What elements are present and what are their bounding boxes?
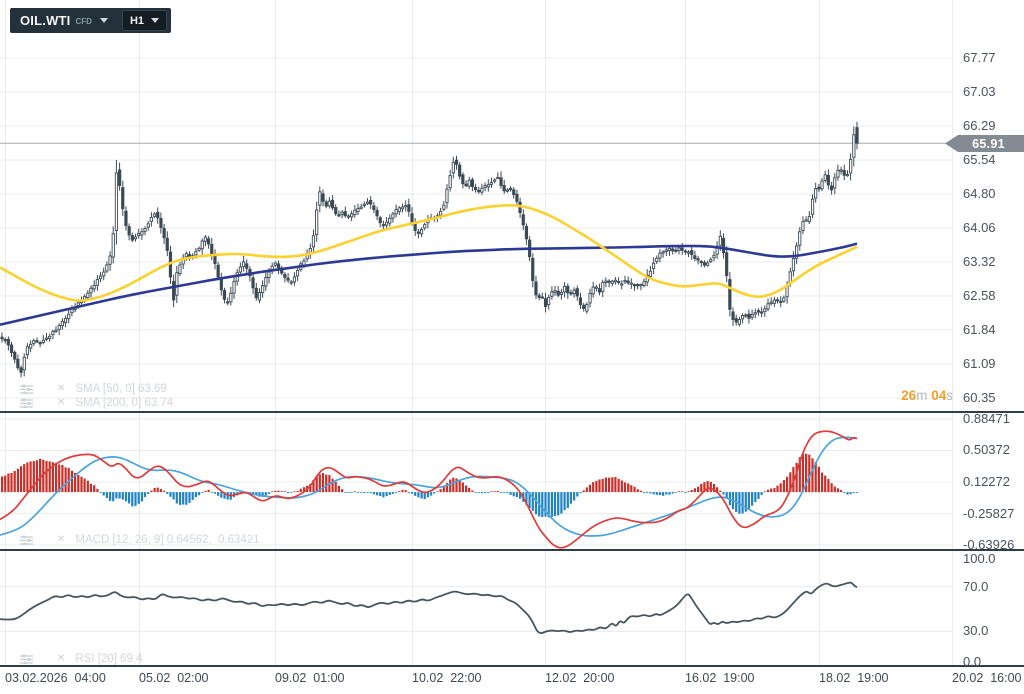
- price-tick-label: 64.06: [963, 220, 996, 235]
- indicator-settings-icon[interactable]: [20, 654, 33, 664]
- macd-tick-label: 0.88471: [963, 411, 1010, 426]
- rsi-line: [0, 581, 858, 634]
- chevron-down-icon: [99, 18, 108, 23]
- instrument-type-label: CFD: [75, 17, 92, 26]
- legend-rsi: ✕ RSI [20] 69.4: [20, 652, 143, 666]
- time-axis[interactable]: 03.02.2026 04:00 05.02 02:00 09.02 01:00 10…: [0, 671, 1024, 691]
- indicator-close-icon[interactable]: ✕: [57, 534, 66, 545]
- time-axis-label: 10.02 22:00: [412, 671, 482, 685]
- instrument-selector[interactable]: OIL.WTI CFD H1: [10, 8, 172, 33]
- countdown-seconds: 04: [931, 388, 947, 403]
- candle-countdown-timer: 26m 04s: [760, 388, 953, 403]
- indicator-settings-icon[interactable]: [20, 398, 33, 408]
- legend-sma50: ✕ SMA [50, 0] 63.69: [20, 382, 167, 396]
- price-tick-label: 65.54: [963, 152, 996, 168]
- price-tick-label: 61.84: [963, 321, 996, 337]
- price-panel: [0, 121, 950, 378]
- countdown-seconds-unit: s: [946, 388, 953, 403]
- macd-line: [0, 430, 858, 549]
- indicator-close-icon[interactable]: ✕: [57, 653, 66, 664]
- macd-tick-label: 0.12272: [963, 474, 1010, 489]
- time-axis-label: 20.02 16:00: [952, 671, 1022, 685]
- price-tick-label: 60.35: [963, 390, 996, 405]
- legend-macd: ✕ MACD [12, 26, 9] 0.64562, 0.63421: [20, 533, 260, 547]
- time-axis-label: 16.02 19:00: [685, 671, 755, 685]
- legend-sma200: ✕ SMA [200, 0] 63.74: [20, 396, 173, 410]
- rsi-tick-label: 0.0: [963, 654, 982, 669]
- macd-tick-label: 0.50372: [963, 442, 1010, 458]
- price-tick-label: 63.32: [963, 253, 996, 269]
- macd-signal-line: [0, 436, 858, 537]
- rsi-panel: [0, 581, 858, 634]
- time-axis-label: 03.02.2026 04:00: [5, 671, 106, 685]
- rsi-tick-label: 30.0: [963, 623, 989, 639]
- indicator-settings-icon[interactable]: [20, 384, 33, 394]
- time-axis-label: 05.02 02:00: [139, 671, 209, 685]
- macd-panel: [0, 430, 859, 549]
- legend-macd-label: MACD [12, 26, 9] 0.64562, 0.63421: [75, 534, 260, 546]
- legend-rsi-label: RSI [20] 69.4: [75, 653, 143, 665]
- macd-tick-label: -0.25827: [963, 505, 1015, 521]
- time-axis-label: 09.02 01:00: [275, 671, 345, 685]
- legend-sma50-label: SMA [50, 0] 63.69: [75, 383, 167, 395]
- indicator-close-icon[interactable]: ✕: [57, 383, 66, 394]
- price-tick-label: 64.80: [963, 186, 996, 202]
- legend-sma200-label: SMA [200, 0] 63.74: [75, 397, 174, 409]
- chevron-down-icon: [151, 18, 160, 23]
- timeframe-label: H1: [129, 14, 145, 27]
- price-tick-label: 61.09: [963, 356, 996, 372]
- symbol-name: OIL.WTI: [20, 13, 71, 28]
- current-price-value: 65.91: [972, 136, 1005, 151]
- timeframe-selector[interactable]: H1: [121, 10, 168, 31]
- indicator-close-icon[interactable]: ✕: [57, 397, 66, 408]
- sma50-line: [0, 203, 858, 302]
- time-axis-label: 12.02 20:00: [545, 671, 615, 685]
- rsi-tick-label: 100.0: [963, 551, 996, 566]
- price-tick-label: 67.03: [963, 83, 996, 99]
- countdown-minutes: 26: [901, 388, 917, 403]
- indicator-settings-icon[interactable]: [20, 535, 33, 545]
- price-tick-label: 67.77: [963, 50, 996, 65]
- rsi-tick-label: 70.0: [963, 578, 989, 594]
- time-axis-label: 18.02 19:00: [819, 671, 889, 685]
- sma200-line: [0, 242, 858, 326]
- current-price-badge: 65.91: [945, 135, 1024, 152]
- price-tick-label: 62.58: [963, 287, 996, 303]
- countdown-minutes-unit: m: [916, 388, 928, 403]
- gridlines: [0, 0, 953, 666]
- macd-tick-label: -0.63926: [963, 537, 1015, 552]
- price-tick-label: 66.29: [963, 117, 996, 133]
